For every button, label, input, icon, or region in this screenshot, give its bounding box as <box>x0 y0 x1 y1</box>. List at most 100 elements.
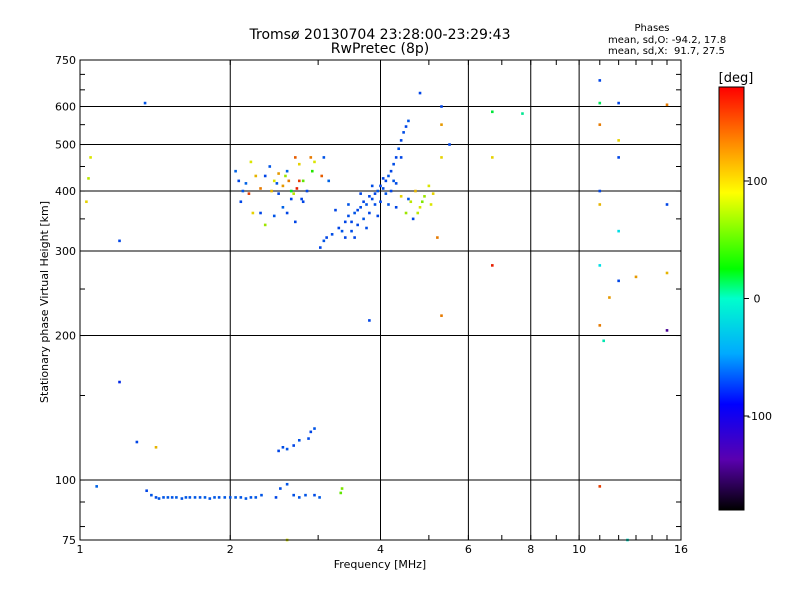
data-point <box>294 156 297 159</box>
data-point <box>277 172 280 175</box>
data-point <box>411 217 415 221</box>
data-point <box>292 192 295 195</box>
data-point <box>285 447 289 451</box>
data-point <box>277 192 280 195</box>
y-tick-label: 100 <box>55 474 76 487</box>
data-point <box>665 103 669 107</box>
data-point <box>392 179 395 183</box>
data-point <box>350 229 353 233</box>
x-tick-label: 6 <box>465 543 472 556</box>
data-point <box>373 192 377 195</box>
data-point <box>327 179 331 183</box>
data-point <box>307 437 310 440</box>
data-point <box>244 497 248 500</box>
data-point <box>320 174 324 178</box>
data-point <box>399 156 403 159</box>
data-point <box>281 446 285 449</box>
data-point <box>418 91 422 95</box>
data-point <box>313 493 316 497</box>
data-point <box>404 211 408 215</box>
data-point <box>180 497 184 500</box>
data-point <box>376 214 380 218</box>
data-point <box>394 205 398 209</box>
data-point <box>150 493 153 497</box>
colorbar-tick-label: -100 <box>747 410 772 423</box>
data-point <box>249 496 253 499</box>
data-point <box>427 184 431 188</box>
data-point <box>193 496 197 499</box>
x-tick-label: 10 <box>572 543 586 556</box>
data-point <box>287 179 291 183</box>
data-point <box>281 205 285 209</box>
data-point <box>294 220 297 224</box>
data-point <box>392 162 395 166</box>
data-point <box>285 482 289 486</box>
data-point <box>154 446 158 449</box>
x-axis-ticks: 1 2 4 6 8 10 16 <box>77 60 688 556</box>
y-tick-label: 750 <box>55 54 76 67</box>
data-point <box>259 187 262 190</box>
data-point <box>598 324 602 327</box>
data-point <box>343 220 347 224</box>
y-tick-label: 600 <box>55 101 76 114</box>
data-point <box>154 496 158 499</box>
data-point <box>368 195 371 198</box>
data-point <box>330 233 334 236</box>
data-point <box>394 156 398 159</box>
data-point <box>118 380 121 384</box>
data-point <box>381 177 385 180</box>
data-point <box>234 169 237 173</box>
data-point <box>397 147 400 151</box>
data-point <box>429 203 433 206</box>
data-point <box>263 174 267 178</box>
data-point <box>295 187 299 190</box>
data-point <box>379 184 382 188</box>
data-point <box>325 236 328 239</box>
data-point <box>370 184 374 188</box>
data-point <box>254 174 258 178</box>
colorbar <box>718 86 745 511</box>
data-point <box>384 179 388 183</box>
data-point <box>289 197 293 201</box>
data-point <box>440 105 443 108</box>
data-point <box>598 485 602 488</box>
data-point <box>272 179 276 183</box>
data-point <box>389 189 393 193</box>
chart-title: Tromsø 20130704 23:28:00-23:29:43 <box>249 27 511 43</box>
data-point <box>399 195 403 198</box>
data-point <box>389 169 393 173</box>
x-tick-label: 4 <box>377 543 384 556</box>
data-point <box>318 246 322 249</box>
data-point <box>301 179 305 183</box>
data-point <box>270 189 273 193</box>
data-point <box>353 236 356 239</box>
chart-subtitle: RwPretec (8p) <box>331 41 429 57</box>
data-point <box>347 214 350 218</box>
data-point <box>249 160 253 164</box>
data-point <box>162 496 165 499</box>
data-point <box>598 101 602 105</box>
data-point <box>448 143 451 146</box>
data-point <box>414 189 417 193</box>
data-point <box>350 220 353 224</box>
data-point <box>263 223 267 227</box>
data-point <box>234 496 237 499</box>
data-point <box>440 156 443 159</box>
data-point <box>440 123 443 126</box>
y-tick-label: 400 <box>55 185 76 198</box>
data-point <box>617 139 620 142</box>
data-point <box>347 203 350 206</box>
data-point <box>292 493 295 497</box>
data-point <box>334 208 337 212</box>
y-tick-label: 300 <box>55 245 76 258</box>
data-point <box>362 217 365 221</box>
data-point <box>381 187 385 190</box>
colorbar-tick-label: 100 <box>747 175 768 188</box>
data-point <box>198 496 202 499</box>
data-point <box>285 169 289 173</box>
data-point <box>491 264 494 267</box>
data-point <box>310 169 314 173</box>
data-point <box>228 496 232 499</box>
data-point <box>309 430 313 434</box>
data-point <box>365 226 368 230</box>
